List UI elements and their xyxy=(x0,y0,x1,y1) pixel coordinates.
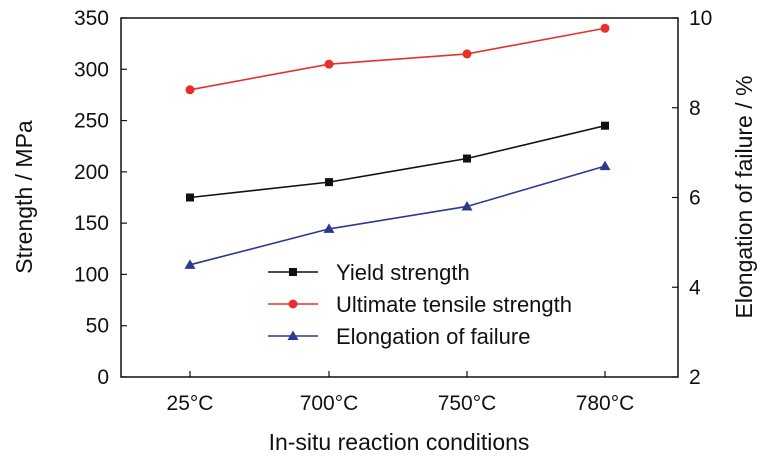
right-tick-label: 8 xyxy=(689,97,701,120)
data-point xyxy=(600,23,610,33)
data-point xyxy=(463,154,471,163)
legend-label-elongation: Elongation of failure xyxy=(336,324,530,349)
data-point xyxy=(186,193,194,202)
x-axis: 25°C 700°C 750°C 780°C xyxy=(167,371,635,415)
legend: Yield strength Ultimate tensile strength… xyxy=(268,260,572,349)
left-tick-label: 150 xyxy=(74,212,109,235)
left-tick-label: 200 xyxy=(74,161,109,184)
legend-label-uts: Ultimate tensile strength xyxy=(336,292,572,317)
data-point xyxy=(184,259,196,269)
x-tick-label: 780°C xyxy=(576,392,635,415)
series-line-1 xyxy=(189,27,606,91)
left-tick-label: 0 xyxy=(97,366,109,389)
x-axis-title: In-situ reaction conditions xyxy=(269,429,530,455)
data-point xyxy=(185,85,195,95)
legend-marker-elongation xyxy=(287,330,299,340)
x-tick-label: 700°C xyxy=(300,392,359,415)
data-point xyxy=(325,178,333,187)
legend-label-yield: Yield strength xyxy=(336,260,470,285)
series-line-0 xyxy=(189,124,606,199)
data-point xyxy=(324,59,334,69)
plot-area xyxy=(120,17,679,378)
right-tick-label: 4 xyxy=(689,276,701,299)
right-tick-label: 2 xyxy=(689,366,701,389)
right-tick-label: 10 xyxy=(689,7,712,30)
left-tick-label: 300 xyxy=(74,58,109,81)
y-axis-title-left: Strength / MPa xyxy=(11,120,37,274)
series-line-2 xyxy=(189,165,606,266)
data-point xyxy=(599,160,611,171)
left-tick-label: 50 xyxy=(86,315,109,338)
left-axis: 0 50 100 150 200 250 300 350 xyxy=(74,7,127,389)
x-tick-label: 25°C xyxy=(167,392,214,415)
left-tick-label: 100 xyxy=(74,263,109,286)
data-point xyxy=(323,223,335,233)
data-point xyxy=(462,49,472,59)
right-tick-label: 6 xyxy=(689,187,701,210)
left-tick-label: 250 xyxy=(74,110,109,133)
data-point xyxy=(601,121,609,130)
data-point xyxy=(461,200,473,211)
legend-marker-uts xyxy=(288,299,298,309)
x-tick-label: 750°C xyxy=(438,392,497,415)
legend-marker-yield xyxy=(289,268,297,276)
right-axis: 2 4 6 8 10 xyxy=(672,7,712,389)
left-tick-label: 350 xyxy=(74,7,109,30)
series-layer xyxy=(184,23,611,269)
y-axis-title-right: Elongation of failure / % xyxy=(731,76,757,319)
